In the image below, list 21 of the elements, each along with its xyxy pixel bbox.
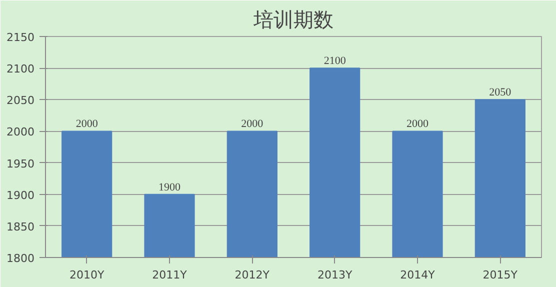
- x-tick-label: 2014Y: [400, 268, 436, 282]
- data-label: 2050: [489, 86, 512, 99]
- y-tick-label: 2000: [6, 126, 35, 139]
- data-label: 2000: [406, 118, 429, 130]
- y-tick-label: 2050: [6, 94, 35, 108]
- data-label: 2000: [76, 118, 98, 130]
- y-tick-label: 2100: [6, 62, 35, 76]
- x-tick-label: 2013Y: [317, 268, 352, 282]
- y-tick-label: 1900: [6, 188, 35, 202]
- y-tick-label: 2150: [6, 31, 35, 44]
- x-tick-label: 2010Y: [69, 268, 104, 282]
- x-tick-label: 2012Y: [234, 268, 270, 282]
- data-label: 2100: [324, 55, 346, 68]
- data-label: 2000: [241, 118, 264, 130]
- data-label: 1900: [158, 181, 181, 194]
- y-tick-label: 1850: [6, 220, 35, 234]
- y-tick-label: 1800: [6, 252, 35, 265]
- chart-title: 培训期数: [252, 8, 334, 32]
- x-tick-label: 2015Y: [482, 268, 518, 282]
- x-tick-label: 2011Y: [152, 268, 188, 282]
- y-tick-label: 1950: [6, 157, 35, 170]
